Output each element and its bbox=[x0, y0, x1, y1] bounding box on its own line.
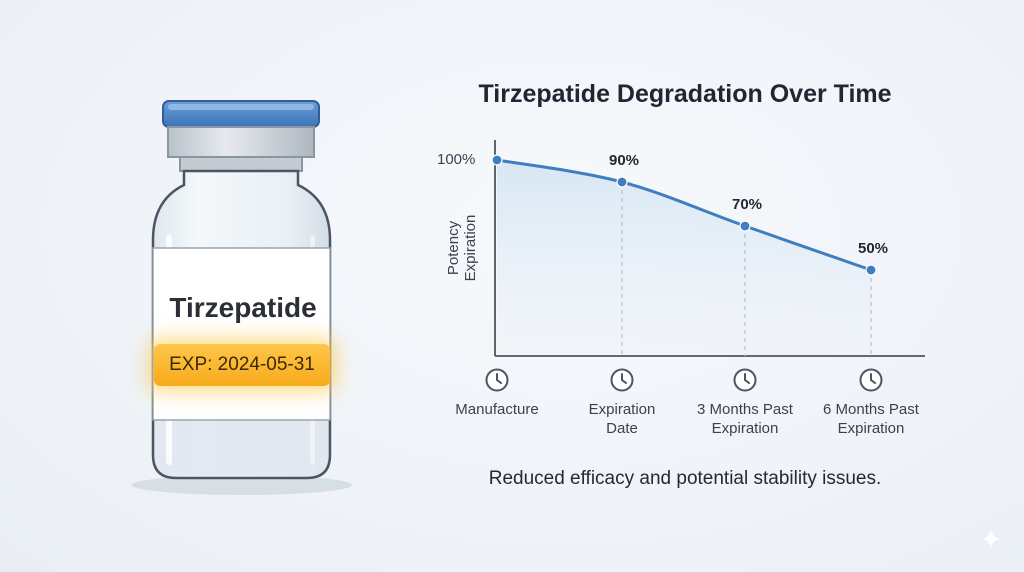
clock-icon bbox=[485, 368, 509, 392]
data-label: 70% bbox=[731, 196, 763, 213]
x-category-label: Expiration Date bbox=[547, 400, 697, 438]
x-category-label-line: Expiration bbox=[837, 420, 905, 437]
clock-icon bbox=[733, 368, 757, 392]
data-point bbox=[616, 176, 628, 188]
x-category-label-line: Expiration bbox=[588, 401, 656, 418]
y-axis-label-line-1: Potency bbox=[445, 220, 462, 276]
vial-crimp bbox=[167, 126, 315, 158]
sparkle-icon bbox=[981, 529, 1001, 549]
x-category-label-line: 3 Months Past bbox=[697, 401, 793, 418]
x-category-label: Manufacture bbox=[422, 400, 572, 419]
vial-label bbox=[152, 247, 331, 421]
clock-icon bbox=[610, 368, 634, 392]
y-axis-label: Potency Expiration bbox=[445, 188, 479, 308]
data-point bbox=[491, 154, 503, 166]
data-point bbox=[865, 264, 877, 276]
data-label: 90% bbox=[608, 152, 640, 169]
x-category-label: 6 Months Past Expiration bbox=[796, 400, 946, 438]
vial-drug-name: Tirzepatide bbox=[169, 292, 317, 323]
potency-area bbox=[497, 160, 871, 356]
vial-shadow bbox=[132, 475, 352, 495]
x-category-label: 3 Months Past Expiration bbox=[670, 400, 820, 438]
data-point bbox=[739, 220, 751, 232]
clock-icon bbox=[859, 368, 883, 392]
chart-title: Tirzepatide Degradation Over Time bbox=[478, 80, 892, 108]
potency-line bbox=[496, 158, 872, 272]
x-category-label-line: Manufacture bbox=[455, 401, 539, 418]
expiration-badge: EXP: 2024-05-31 bbox=[154, 344, 330, 386]
x-category-label-line: Date bbox=[606, 420, 638, 437]
y-axis-label-line-2: Expiration bbox=[462, 214, 479, 282]
data-label: 50% bbox=[857, 240, 889, 257]
y-tick-100: 100% bbox=[437, 151, 476, 168]
x-category-label-line: 6 Months Past bbox=[823, 401, 919, 418]
chart-caption: Reduced efficacy and potential stability… bbox=[488, 468, 882, 489]
x-category-label-line: Expiration bbox=[711, 420, 779, 437]
